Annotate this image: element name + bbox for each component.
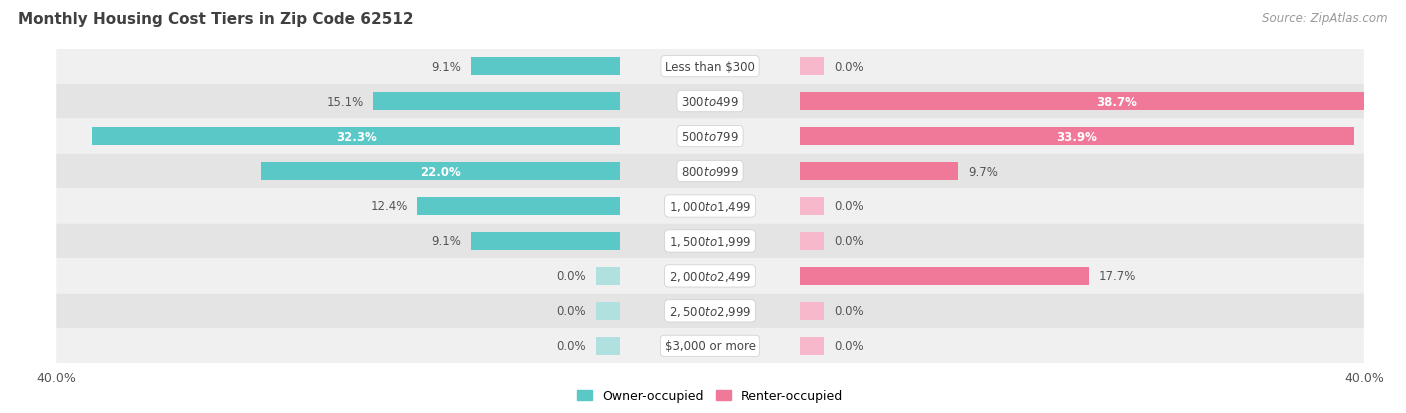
Text: $1,000 to $1,499: $1,000 to $1,499 [669,199,751,214]
Bar [418,197,620,216]
Text: 9.1%: 9.1% [432,235,461,248]
Text: $500 to $799: $500 to $799 [681,130,740,143]
Bar [800,128,1354,146]
Bar [596,302,620,320]
Text: 9.1%: 9.1% [432,61,461,74]
FancyBboxPatch shape [56,294,1364,329]
Bar [800,197,824,216]
Text: 0.0%: 0.0% [557,270,586,283]
Bar [800,163,959,181]
FancyBboxPatch shape [56,224,1364,259]
FancyBboxPatch shape [56,259,1364,294]
Text: 0.0%: 0.0% [834,305,863,318]
Text: Source: ZipAtlas.com: Source: ZipAtlas.com [1263,12,1388,25]
Legend: Owner-occupied, Renter-occupied: Owner-occupied, Renter-occupied [572,385,848,408]
Text: 0.0%: 0.0% [834,200,863,213]
Bar [471,232,620,250]
FancyBboxPatch shape [56,154,1364,189]
Text: 0.0%: 0.0% [557,339,586,352]
Text: 0.0%: 0.0% [834,61,863,74]
Text: Less than $300: Less than $300 [665,61,755,74]
FancyBboxPatch shape [56,189,1364,224]
Bar [596,267,620,285]
Text: Monthly Housing Cost Tiers in Zip Code 62512: Monthly Housing Cost Tiers in Zip Code 6… [18,12,413,27]
Bar [596,337,620,355]
Text: 33.9%: 33.9% [1056,130,1098,143]
Text: 15.1%: 15.1% [326,95,364,108]
Text: 38.7%: 38.7% [1095,95,1136,108]
Bar [800,232,824,250]
Text: $2,500 to $2,999: $2,500 to $2,999 [669,304,751,318]
FancyBboxPatch shape [56,329,1364,363]
Bar [800,58,824,76]
Bar [260,163,620,181]
FancyBboxPatch shape [56,50,1364,84]
Text: 0.0%: 0.0% [834,339,863,352]
Text: $300 to $499: $300 to $499 [681,95,740,108]
Text: $1,500 to $1,999: $1,500 to $1,999 [669,235,751,248]
Text: 32.3%: 32.3% [336,130,377,143]
Bar [800,267,1090,285]
Text: $2,000 to $2,499: $2,000 to $2,499 [669,269,751,283]
Text: 9.7%: 9.7% [969,165,998,178]
Text: 22.0%: 22.0% [420,165,461,178]
Bar [471,58,620,76]
Bar [800,302,824,320]
Text: 0.0%: 0.0% [834,235,863,248]
FancyBboxPatch shape [56,84,1364,119]
Text: $800 to $999: $800 to $999 [681,165,740,178]
Text: 17.7%: 17.7% [1099,270,1136,283]
Text: 0.0%: 0.0% [557,305,586,318]
Bar [800,337,824,355]
Bar [374,93,620,111]
Bar [800,93,1406,111]
Text: 12.4%: 12.4% [370,200,408,213]
Bar [93,128,620,146]
Text: $3,000 or more: $3,000 or more [665,339,755,352]
FancyBboxPatch shape [56,119,1364,154]
